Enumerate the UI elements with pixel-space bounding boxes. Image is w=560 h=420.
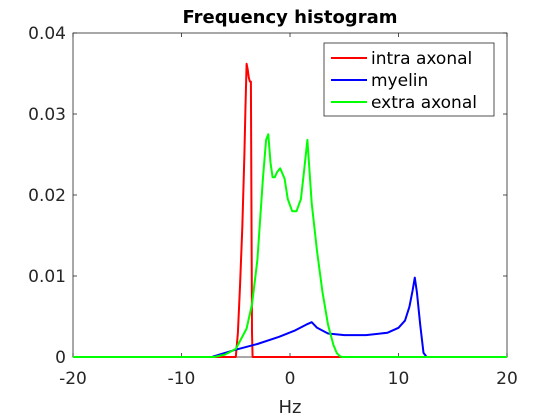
x-tick-label: 0 — [285, 369, 296, 389]
legend-label-intra-axonal: intra axonal — [371, 49, 472, 69]
x-axis-label: Hz — [279, 397, 302, 418]
y-tick-label: 0.04 — [28, 24, 66, 44]
y-tick-label: 0 — [55, 348, 66, 368]
legend-label-extra-axonal: extra axonal — [371, 93, 477, 113]
x-tick-label: 20 — [496, 369, 518, 389]
legend-label-myelin: myelin — [371, 71, 428, 91]
series-line-myelin — [73, 276, 507, 358]
x-tick-label: -20 — [59, 369, 87, 389]
y-tick-label: 0.01 — [28, 267, 66, 287]
x-tick-label: -10 — [168, 369, 196, 389]
axis-ticks: -20 -10 0 10 20 0 0.01 0.02 0.03 0.04 — [28, 24, 518, 389]
series-line-extra-axonal — [73, 133, 507, 358]
series-layer — [73, 62, 507, 358]
x-tick-label: 10 — [388, 369, 410, 389]
y-tick-label: 0.03 — [28, 105, 66, 125]
y-tick-label: 0.02 — [28, 186, 66, 206]
chart-title: Frequency histogram — [183, 7, 398, 28]
